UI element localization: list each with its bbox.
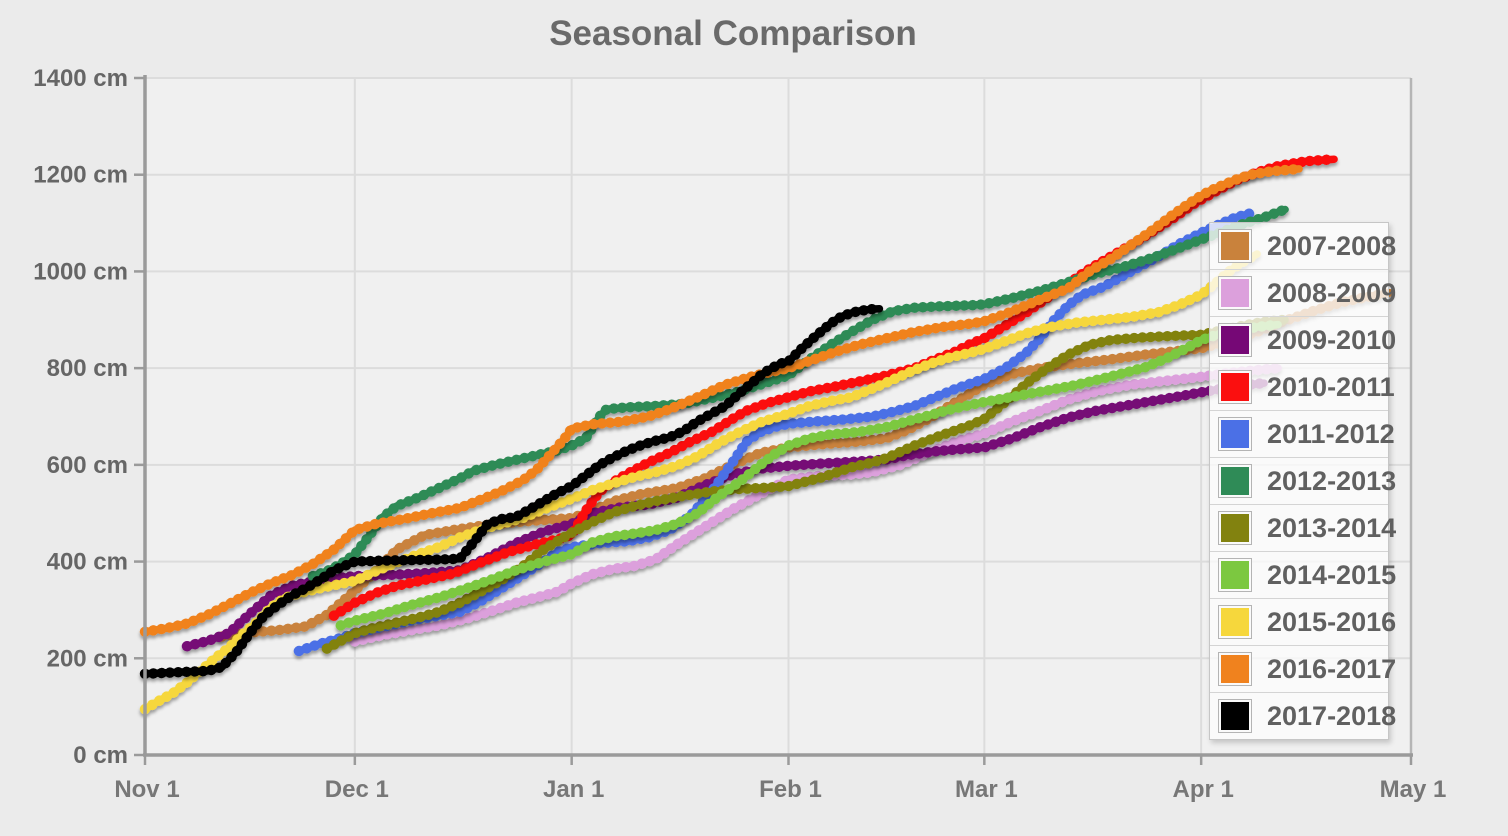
y-tick-label: 200 cm [47,645,128,672]
legend-item-2014-2015[interactable]: 2014-2015 [1210,552,1396,599]
series-2009-2010 [181,377,1270,652]
legend-item-2011-2012[interactable]: 2011-2012 [1210,411,1395,458]
legend-label: 2010-2011 [1267,371,1395,402]
series-2013-2014 [321,314,1291,654]
legend-item-2013-2014[interactable]: 2013-2014 [1210,505,1396,552]
y-tick-label: 600 cm [47,452,128,479]
legend-item-2015-2016[interactable]: 2015-2016 [1210,599,1396,646]
series-group [139,153,1396,715]
x-tick-label: Nov 1 [114,776,179,803]
legend-swatch [1219,371,1251,403]
tick-labels: 0 cm 200 cm 400 cm 600 cm 800 cm 1000 cm 1200 … [33,65,1446,803]
x-tick-label: Jan 1 [543,776,604,803]
x-tick-label: Feb 1 [759,776,822,803]
series-2017-2018 [139,303,885,679]
legend-label: 2012-2013 [1267,465,1397,496]
legend-swatch [1219,653,1251,685]
y-tick-label: 1200 cm [33,162,128,189]
legend-swatch [1219,324,1251,356]
series-2016-2017 [139,163,1305,637]
legend-swatch [1219,277,1251,309]
legend-swatch [1219,465,1251,497]
legend-label: 2015-2016 [1267,606,1397,637]
x-tick-label: Apr 1 [1172,776,1233,803]
legend-swatch [1219,512,1251,544]
chart-title: Seasonal Comparison [549,14,917,53]
legend-label: 2007-2008 [1267,230,1397,261]
series-2007-2008 [216,287,1396,642]
y-tick-label: 800 cm [47,355,128,382]
legend-item-2017-2018[interactable]: 2017-2018 [1210,693,1396,739]
legend-item-2012-2013[interactable]: 2012-2013 [1210,458,1396,505]
x-tick-label: Dec 1 [325,776,389,803]
legend-item-2010-2011[interactable]: 2010-2011 [1210,364,1395,411]
legend-item-2009-2010[interactable]: 2009-2010 [1210,317,1396,364]
y-tick-label: 0 cm [73,742,128,769]
legend-label: 2013-2014 [1267,512,1397,543]
legend-item-2016-2017[interactable]: 2016-2017 [1210,646,1396,693]
legend-label: 2009-2010 [1267,324,1397,355]
chart-legend: 2007-2008 2008-2009 2009-2010 2010-2011 2011… [1209,222,1396,740]
series-2014-2015 [335,319,1284,631]
legend-label: 2016-2017 [1267,653,1397,684]
legend-swatch [1219,559,1251,591]
legend-label: 2011-2012 [1267,418,1395,449]
y-tick-label: 1000 cm [33,258,128,285]
series-2011-2012 [293,208,1256,657]
legend-item-2007-2008[interactable]: 2007-2008 [1210,223,1396,270]
y-tick-label: 400 cm [47,549,128,576]
legend-swatch [1219,606,1251,638]
legend-item-2008-2009[interactable]: 2008-2009 [1210,270,1396,317]
legend-swatch [1219,700,1251,732]
legend-swatch [1219,418,1251,450]
legend-swatch [1219,230,1251,262]
x-tick-label: May 1 [1380,776,1447,803]
legend-label: 2014-2015 [1267,559,1397,590]
x-tick-label: Mar 1 [955,776,1018,803]
y-tick-label: 1400 cm [33,65,128,92]
legend-label: 2008-2009 [1267,277,1397,308]
legend-label: 2017-2018 [1267,700,1397,731]
